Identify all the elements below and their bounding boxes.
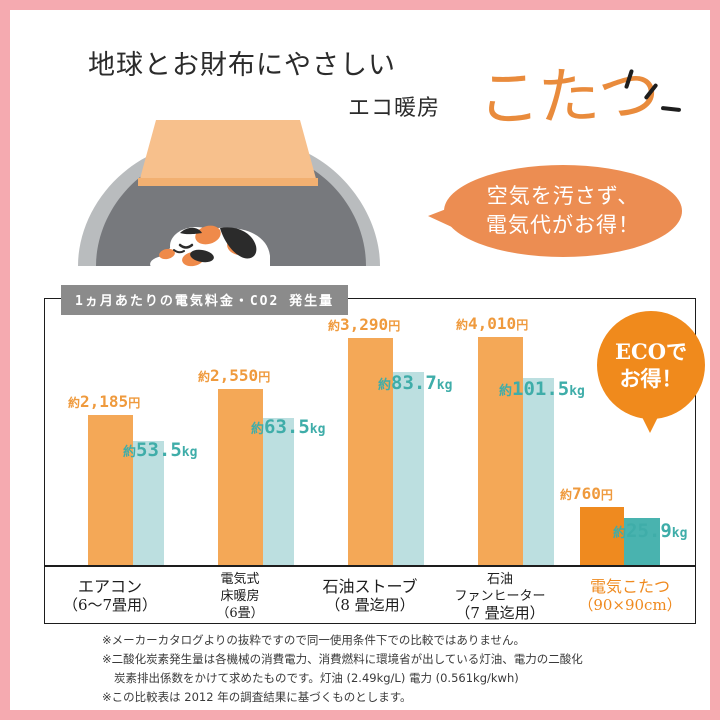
kotatsu-with-cat-illustration bbox=[68, 106, 388, 276]
bar-label-co2: 約63.5kg bbox=[251, 416, 326, 438]
bar-label-yen: 約760円 bbox=[560, 484, 613, 503]
eco-badge-bubble: ECOで お得！ bbox=[597, 311, 705, 419]
bar-group-kerosene-stove: 約3,290円 約83.7kg bbox=[328, 297, 458, 565]
headline-primary: 地球とお財布にやさしい bbox=[88, 50, 396, 81]
bar-yen bbox=[88, 415, 133, 565]
bar-label-co2: 約83.7kg bbox=[378, 372, 453, 394]
bar-label-yen: 約2,550円 bbox=[198, 366, 271, 385]
footnote-2b: 炭素排出係数をかけて求めたものです。灯油 (2.49kg/L) 電力 (0.56… bbox=[114, 671, 519, 685]
bar-label-co2: 約25.9kg bbox=[613, 520, 688, 542]
chart-x-axis-labels: エアコン （6〜7畳用） 電気式 床暖房 （6畳） 石油ストーブ （8 畳迄用）… bbox=[45, 569, 695, 623]
content-stage: 地球とお財布にやさしい エコ暖房 こたつ bbox=[10, 10, 710, 710]
footnote-2a: ※二酸化炭素発生量は各機械の消費電力、消費燃料に環境省が出している灯油、電力の二… bbox=[102, 652, 583, 666]
x-label-electric-kotatsu: 電気こたつ （90×90cm） bbox=[578, 577, 682, 614]
footnote-3: ※この比較表は 2012 年の調査結果に基づくものとします。 bbox=[102, 690, 412, 704]
sparkle-dash-icon bbox=[660, 105, 682, 113]
calico-cat bbox=[150, 225, 270, 271]
bar-label-yen: 約2,185円 bbox=[68, 392, 141, 411]
bubble-line-2: 電気代がお得！ bbox=[486, 213, 640, 237]
eco-bubble-line-2: お得！ bbox=[619, 366, 683, 391]
kotatsu-tabletop bbox=[138, 120, 318, 186]
bar-group-electric-kotatsu: 約760円 約25.9kg bbox=[560, 297, 703, 565]
bubble-line-1: 空気を汚さず、 bbox=[486, 184, 640, 208]
bar-group-kerosene-fan-heater: 約4,010円 約101.5kg bbox=[456, 297, 588, 565]
bar-label-co2: 約101.5kg bbox=[499, 378, 585, 400]
bar-yen bbox=[580, 507, 624, 565]
x-label-kerosene-fan-heater: 石油 ファンヒーター （7 畳迄用） bbox=[454, 571, 546, 622]
bar-label-co2: 約53.5kg bbox=[123, 439, 198, 461]
bar-yen bbox=[478, 337, 523, 565]
headline-secondary: エコ暖房 bbox=[348, 96, 441, 121]
x-label-air-conditioner: エアコン （6〜7畳用） bbox=[62, 577, 158, 614]
bar-label-yen: 約3,290円 bbox=[328, 315, 401, 334]
speech-bubble-benefit: 空気を汚さず、 電気代がお得！ bbox=[444, 165, 682, 257]
bar-yen bbox=[218, 389, 263, 565]
chart-plot-area: 約2,185円 約53.5kg 約2,550円 約6 bbox=[45, 297, 705, 567]
eco-bubble-line-1: ECOで bbox=[614, 339, 687, 364]
footnote-1: ※メーカーカタログよりの抜粋ですので同一使用条件下での比較ではありません。 bbox=[102, 633, 526, 647]
x-label-kerosene-stove: 石油ストーブ （8 畳迄用） bbox=[322, 577, 418, 614]
bar-group-air-conditioner: 約2,185円 約53.5kg bbox=[68, 297, 198, 565]
x-label-electric-floor-heating: 電気式 床暖房 （6畳） bbox=[216, 571, 264, 621]
bar-group-electric-floor-heating: 約2,550円 約63.5kg bbox=[198, 297, 328, 565]
footnotes: ※メーカーカタログよりの抜粋ですので同一使用条件下での比較ではありません。 ※二… bbox=[102, 632, 672, 708]
bar-label-yen: 約4,010円 bbox=[456, 314, 529, 333]
bar-yen bbox=[348, 338, 393, 565]
chart-title-badge: 1ヵ月あたりの電気料金・CO2 発生量 bbox=[61, 285, 349, 315]
kotatsu-table-edge bbox=[138, 178, 318, 186]
comparison-chart: 1ヵ月あたりの電気料金・CO2 発生量 約2,185円 約53.5kg bbox=[44, 285, 705, 624]
